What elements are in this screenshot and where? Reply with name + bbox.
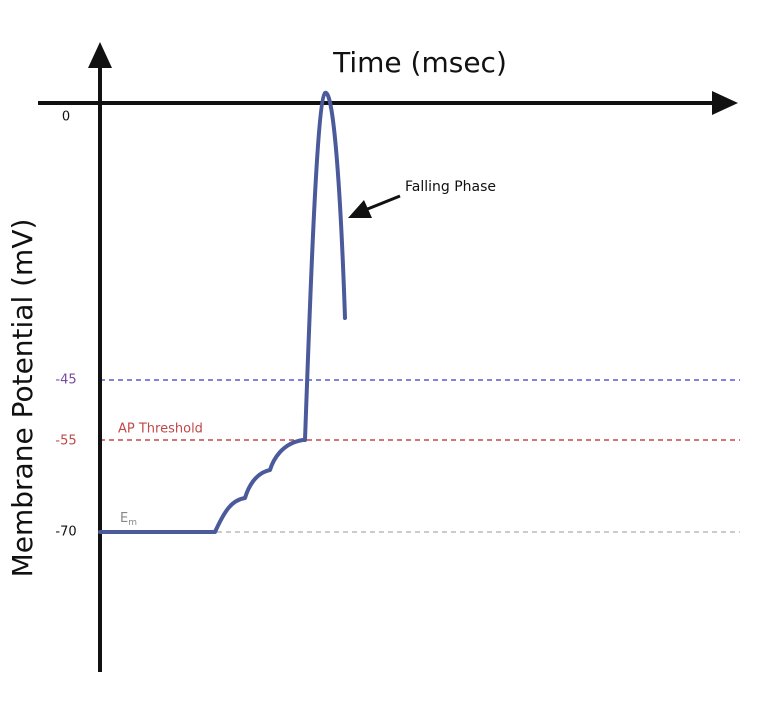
tick-label: -45 [55, 373, 76, 388]
x-axis-arrow [712, 91, 738, 115]
y-axis-arrow [88, 42, 112, 68]
tick-label: -70 [55, 525, 76, 540]
resting-symbol: E [120, 511, 128, 526]
membrane-potential-curve [98, 90, 347, 534]
falling-phase-label: Falling Phase [405, 179, 496, 195]
y-axis-label: Membrane Potential (mV) [6, 219, 39, 578]
threshold-label: AP Threshold [118, 422, 203, 437]
x-axis-label: Time (msec) [332, 46, 507, 79]
resting-subscript: m [128, 518, 137, 528]
annotation-arrowhead [348, 200, 372, 218]
tick-label: 0 [62, 110, 70, 125]
resting-label: Em [120, 511, 137, 528]
tick-label: -55 [55, 434, 76, 449]
annotation-arrow [364, 194, 401, 212]
